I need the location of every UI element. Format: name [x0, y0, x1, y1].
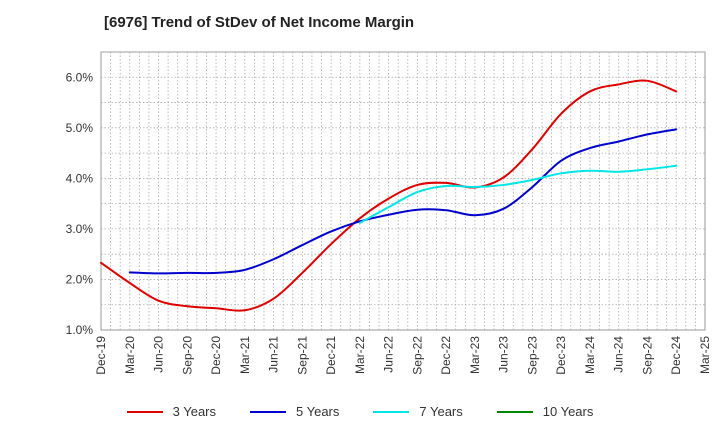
y-tick-label: 5.0%	[66, 121, 94, 135]
x-tick-label: Dec-22	[439, 336, 453, 375]
legend-label: 7 Years	[419, 404, 463, 419]
series-line-5-years	[128, 128, 678, 275]
x-tick-label: Sep-24	[640, 336, 654, 375]
x-tick-label: Jun-22	[382, 336, 396, 373]
legend-item-3-years: 3 Years	[126, 404, 216, 419]
y-tick-label: 3.0%	[66, 222, 94, 236]
y-tick-label: 2.0%	[66, 272, 94, 286]
legend-item-10-years: 10 Years	[496, 404, 594, 419]
chart-legend: 3 Years 5 Years 7 Years 10 Years	[0, 404, 720, 419]
y-tick-label: 1.0%	[66, 323, 94, 337]
series-line-3-years	[100, 79, 678, 312]
x-tick-label: Mar-22	[353, 336, 367, 374]
series-line-7-years	[358, 164, 678, 224]
chart-title: [6976] Trend of StDev of Net Income Marg…	[104, 14, 415, 31]
legend-swatch	[496, 410, 533, 413]
legend-item-7-years: 7 Years	[373, 404, 463, 419]
legend-label: 10 Years	[542, 404, 594, 419]
x-tick-label: Sep-21	[295, 336, 309, 375]
x-tick-label: Dec-23	[554, 336, 568, 375]
x-tick-label: Sep-20	[180, 336, 194, 375]
x-tick-label: Mar-23	[468, 336, 482, 374]
x-tick-label: Dec-21	[324, 336, 338, 375]
x-tick-label: Jun-20	[152, 336, 166, 373]
legend-swatch	[373, 410, 410, 413]
legend-item-5-years: 5 Years	[250, 404, 339, 419]
x-tick-label: Mar-21	[238, 336, 252, 374]
x-tick-label: Dec-24	[669, 336, 683, 375]
legend-label: 3 Years	[172, 404, 216, 419]
x-tick-label: Mar-24	[583, 336, 597, 374]
y-tick-label: 6.0%	[66, 70, 94, 84]
chart-plot: 1.0% 2.0% 3.0% 4.0% 5.0% 6.0% Dec-19 Mar-20 Jun-…	[66, 51, 712, 375]
x-tick-label: Jun-23	[497, 336, 511, 373]
x-tick-label: Sep-23	[525, 336, 539, 375]
x-tick-label: Jun-24	[612, 336, 626, 373]
x-tick-label: Mar-20	[123, 336, 137, 374]
x-tick-label: Sep-22	[410, 336, 424, 375]
legend-swatch	[126, 410, 163, 413]
x-tick-label: Jun-21	[267, 336, 281, 373]
x-tick-label: Dec-20	[209, 336, 223, 375]
x-tick-label: Mar-25	[698, 336, 712, 374]
y-tick-label: 4.0%	[66, 171, 94, 185]
legend-label: 5 Years	[296, 404, 340, 419]
legend-swatch	[250, 410, 286, 413]
x-tick-label: Dec-19	[94, 336, 108, 375]
